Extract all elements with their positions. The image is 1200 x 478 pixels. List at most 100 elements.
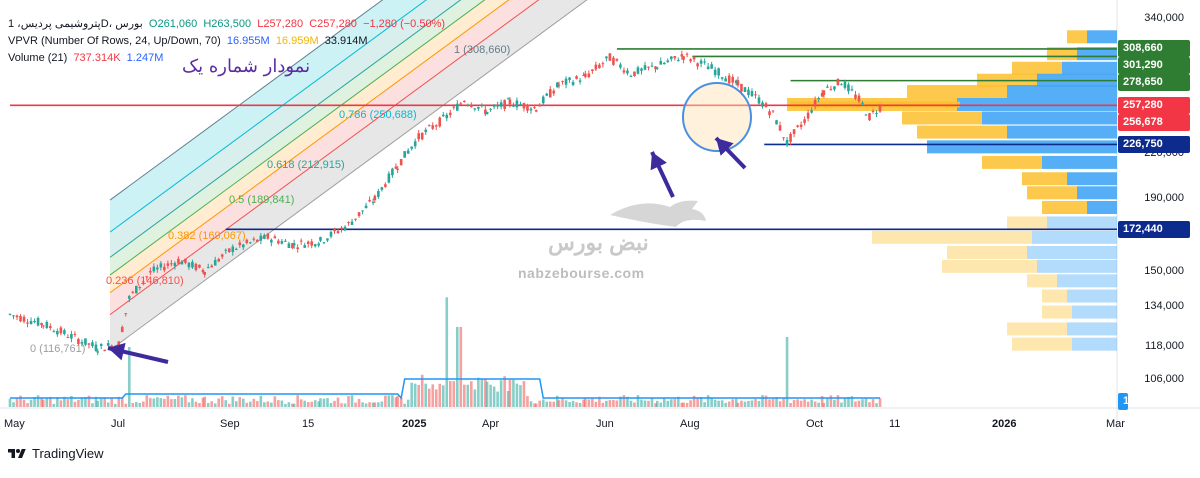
volume-bar: [619, 396, 622, 407]
candle-body: [820, 93, 824, 97]
candle-body: [280, 241, 284, 244]
candle-body: [91, 342, 94, 347]
candle-body: [533, 107, 536, 109]
volume-bar: [785, 337, 789, 407]
candle-body: [33, 320, 36, 323]
candle-body: [871, 110, 875, 112]
candle-body: [568, 77, 571, 80]
candle-body: [492, 105, 496, 107]
volume-bar: [384, 395, 387, 407]
vpvr-label[interactable]: VPVR (Number Of Rows, 24, Up/Down, 70): [8, 35, 221, 47]
vp-down-bar: [1027, 274, 1057, 288]
candle-body: [368, 199, 371, 202]
volume-bar: [591, 398, 594, 407]
volume-bar: [441, 385, 445, 407]
legend-vpvr-row: VPVR (Number Of Rows, 24, Up/Down, 70) 1…: [8, 33, 445, 50]
volume-bar: [792, 400, 796, 407]
candle-body: [131, 291, 135, 293]
volume-bar: [420, 374, 424, 407]
candle-body: [413, 141, 417, 147]
volume-bar: [782, 398, 785, 407]
candle-body: [720, 77, 724, 79]
volume-bar: [820, 396, 824, 407]
candle-body: [156, 267, 159, 270]
volume-bar: [689, 400, 692, 407]
volume-bar: [184, 395, 187, 407]
candle-body: [843, 81, 847, 88]
candle-body: [303, 245, 306, 248]
volume-bar: [66, 399, 70, 407]
candle-body: [94, 344, 98, 351]
volume-bar: [669, 399, 673, 407]
candle-body: [149, 270, 152, 273]
volume-bar: [206, 403, 210, 407]
candle-body: [747, 89, 750, 96]
volume-value: 737.314K: [73, 52, 121, 64]
volume-bar: [213, 403, 217, 407]
fib-label-0.618: 0.618 (212,915): [267, 159, 345, 171]
volume-bar: [152, 398, 156, 407]
candle-body: [70, 333, 73, 339]
candle-body: [448, 112, 452, 116]
candle-body: [306, 241, 310, 245]
volume-bar: [394, 397, 398, 407]
volume-bar: [245, 402, 249, 407]
candle-body: [217, 258, 221, 262]
vp-up-bar: [1007, 125, 1117, 139]
volume-bar: [696, 397, 699, 407]
volume-label[interactable]: Volume (21): [8, 52, 68, 64]
vp-up-bar: [1037, 259, 1117, 273]
volume-bar: [803, 399, 806, 407]
candle-body: [582, 74, 585, 76]
volume-bar: [463, 384, 466, 407]
candle-body: [66, 337, 70, 339]
volume-bar: [77, 399, 80, 407]
candle-body: [434, 125, 438, 127]
volume-bar: [22, 399, 26, 407]
volume-bar: [191, 398, 194, 407]
candle-body: [45, 321, 49, 328]
candle-body: [799, 124, 803, 128]
volume-bar: [434, 389, 438, 407]
fib-line-0.382: [109, 0, 510, 294]
volume-bar: [557, 400, 561, 407]
candle-body: [761, 102, 764, 107]
volume-bar: [396, 395, 399, 407]
volume-bar: [410, 382, 413, 407]
volume-bar: [568, 401, 571, 407]
candle-body: [875, 113, 878, 115]
candle-body: [768, 111, 771, 116]
candle-body: [785, 139, 789, 145]
candle-body: [138, 286, 142, 289]
volume-bar: [252, 398, 256, 407]
volume-bar: [373, 402, 377, 407]
x-tick-label: Aug: [680, 418, 700, 430]
volume-bar: [717, 400, 720, 407]
vpvr-up: 16.955M: [226, 35, 270, 47]
candle-body: [84, 338, 87, 345]
candle-body: [96, 351, 100, 353]
volume-bar: [508, 379, 512, 407]
volume-bar: [817, 402, 820, 407]
volume-bar: [571, 401, 575, 407]
candle-body: [552, 90, 556, 94]
symbol-title[interactable]: پتروشیمی پردیس، 1D، بورس: [8, 18, 143, 30]
candle-body: [470, 104, 473, 108]
candle-body: [840, 84, 843, 86]
legend-symbol-row: پتروشیمی پردیس، 1D، بورس O261,060 H263,5…: [8, 16, 445, 33]
candle-body: [459, 103, 463, 105]
candle-body: [310, 241, 314, 246]
vp-up-bar: [1032, 230, 1117, 244]
volume-bar: [813, 401, 817, 407]
candle-body: [452, 106, 456, 108]
candle-body: [813, 99, 817, 107]
candle-body: [273, 236, 277, 239]
candle-body: [519, 104, 522, 106]
volume-bar: [84, 397, 87, 407]
candle-body: [463, 101, 466, 103]
fib-channel: [109, 0, 588, 351]
volume-bar: [277, 400, 280, 407]
volume-bar: [561, 397, 564, 407]
vpvr-down: 16.959M: [275, 35, 319, 47]
